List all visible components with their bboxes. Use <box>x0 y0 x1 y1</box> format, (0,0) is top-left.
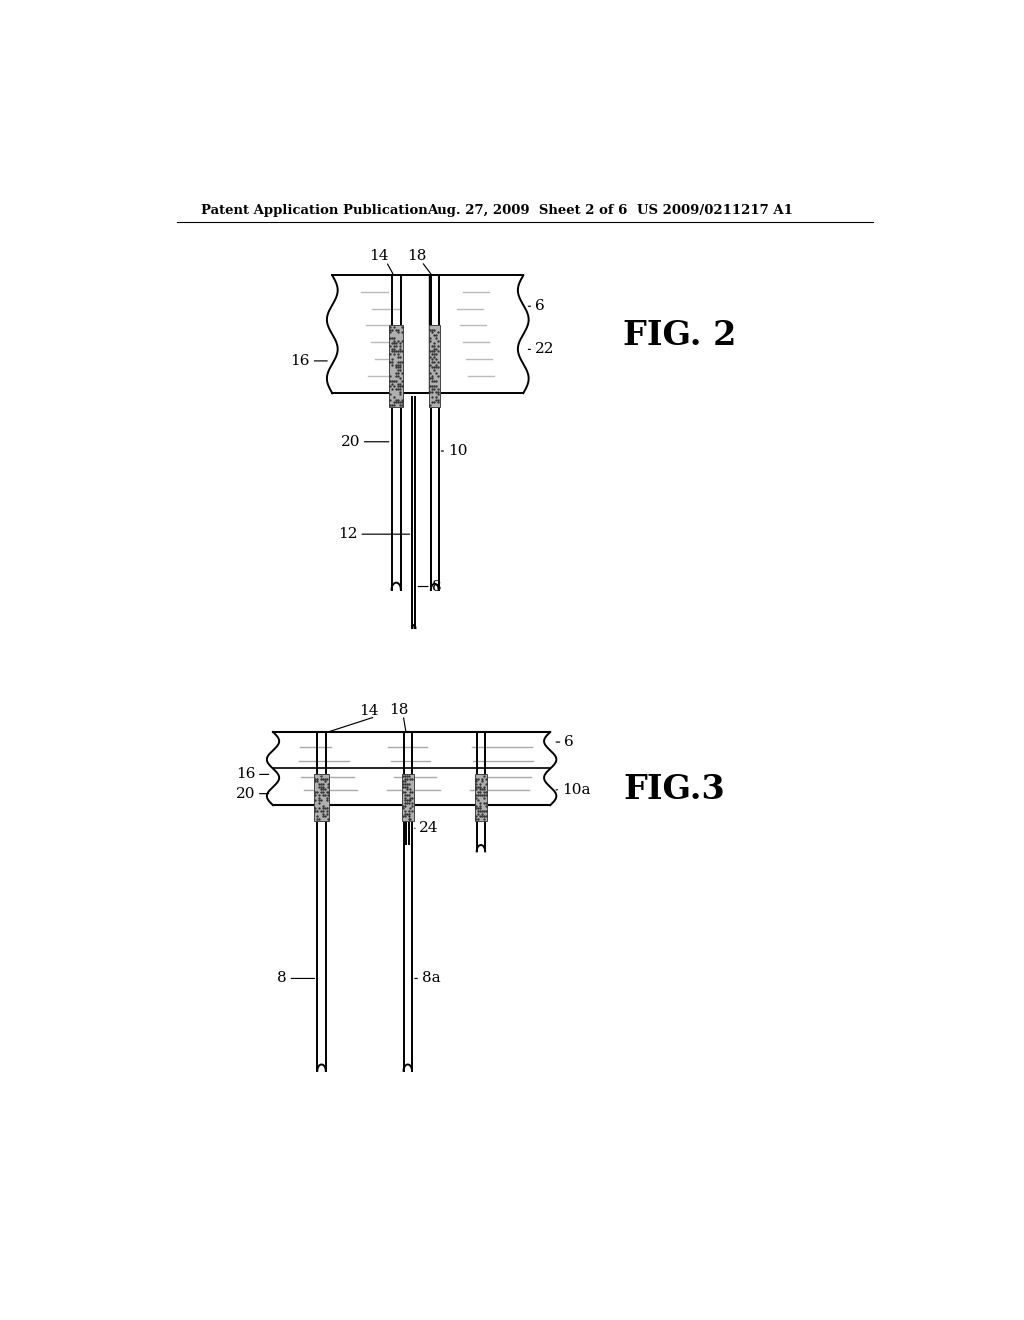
Text: 18: 18 <box>389 702 409 717</box>
Text: 16: 16 <box>236 767 255 781</box>
Text: FIG. 2: FIG. 2 <box>624 319 736 352</box>
Text: 20: 20 <box>236 787 255 801</box>
Text: 18: 18 <box>408 249 427 263</box>
Text: 6: 6 <box>535 300 545 313</box>
Bar <box>475 775 487 821</box>
Text: 10a: 10a <box>562 783 590 797</box>
Text: 20: 20 <box>341 434 360 449</box>
Bar <box>389 326 403 407</box>
Text: 14: 14 <box>369 249 388 263</box>
Text: 6: 6 <box>564 735 573 748</box>
Bar <box>313 775 330 821</box>
Text: 8a: 8a <box>422 972 440 986</box>
Text: US 2009/0211217 A1: US 2009/0211217 A1 <box>637 205 794 218</box>
Text: 8: 8 <box>432 579 442 594</box>
Text: Patent Application Publication: Patent Application Publication <box>202 205 428 218</box>
Bar <box>429 326 440 407</box>
Text: 16: 16 <box>291 354 310 368</box>
Text: 12: 12 <box>338 527 357 541</box>
Text: 24: 24 <box>419 821 439 836</box>
Text: Aug. 27, 2009  Sheet 2 of 6: Aug. 27, 2009 Sheet 2 of 6 <box>427 205 628 218</box>
Bar <box>401 775 414 821</box>
Text: FIG.3: FIG.3 <box>624 774 725 807</box>
Text: 14: 14 <box>359 705 379 718</box>
Text: 8: 8 <box>278 972 287 986</box>
Text: 22: 22 <box>535 342 554 356</box>
Text: 10: 10 <box>447 444 467 458</box>
